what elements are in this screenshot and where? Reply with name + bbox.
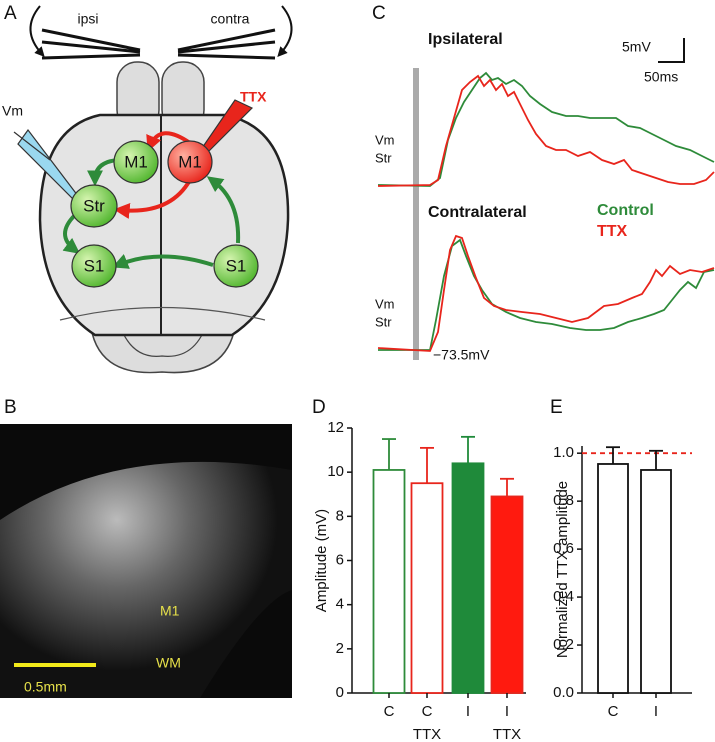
y-tick-label: 2 xyxy=(336,640,344,657)
region-label: M1 xyxy=(160,603,180,619)
bar xyxy=(372,469,406,694)
x-tick-label: C xyxy=(608,703,619,720)
region-label: Str xyxy=(83,196,105,215)
y-tick-label: 4 xyxy=(336,596,344,613)
trace-label: Str xyxy=(375,314,392,329)
x-tick-label: I xyxy=(505,703,509,720)
micrograph-background xyxy=(200,590,292,698)
bar xyxy=(597,463,629,694)
drug-label: TTX xyxy=(240,89,267,105)
y-tick-label: 0.8 xyxy=(553,492,574,509)
panel-label: D xyxy=(312,397,326,418)
recording-label: Vm xyxy=(2,103,23,119)
y-tick-label: 0 xyxy=(336,684,344,701)
region-label: WM xyxy=(156,655,181,671)
bar xyxy=(410,482,444,694)
x-tick-label: I xyxy=(466,703,470,720)
y-tick-label: 8 xyxy=(336,507,344,524)
y-tick-label: 1.0 xyxy=(553,444,574,461)
panel-label: E xyxy=(550,397,563,418)
x-tick-label: I xyxy=(654,703,658,720)
x-tick-label: C xyxy=(384,703,395,720)
electrode-label: contra xyxy=(211,11,250,27)
bar xyxy=(451,462,485,694)
scale-bar-label: 0.5mm xyxy=(24,679,67,695)
trace-label: Str xyxy=(375,150,392,165)
scale-bar-label: 50ms xyxy=(644,69,678,85)
y-tick-label: 12 xyxy=(327,419,344,436)
traces xyxy=(377,71,715,352)
x-tick-label: TTX xyxy=(413,726,441,742)
trace-title: Contralateral xyxy=(428,204,527,221)
y-tick-label: 0.4 xyxy=(553,588,574,605)
region-label: M1 xyxy=(124,152,148,171)
y-tick-label: 0.6 xyxy=(553,540,574,557)
brain-diagram xyxy=(13,5,293,374)
electrode-label: ipsi xyxy=(77,11,98,27)
x-tick-label: TTX xyxy=(493,726,521,742)
trace-label: Vm xyxy=(375,296,395,311)
panel-label: B xyxy=(4,397,17,418)
y-axis-label: Normalized TTX amplitude xyxy=(554,481,571,658)
legend-entry: TTX xyxy=(597,223,628,240)
x-tick-label: C xyxy=(422,703,433,720)
y-axis-label: Amplitude (mV) xyxy=(313,509,330,612)
region-label: S1 xyxy=(226,256,247,275)
scale-bar xyxy=(658,38,685,63)
trace-title: Ipsilateral xyxy=(428,31,503,48)
scale-bar-label: 5mV xyxy=(622,39,651,55)
y-tick-label: 10 xyxy=(327,463,344,480)
bar xyxy=(640,469,672,694)
bar-charts: 0 2 4 6 8 10 12 Amplitude (mV) C C TTX I I TTX 0.0 0.2 0… xyxy=(313,419,692,742)
panel-label: A xyxy=(4,3,17,24)
trace-label: Vm xyxy=(375,132,395,147)
micrograph-background xyxy=(0,424,292,520)
region-label: S1 xyxy=(84,256,105,275)
legend-entry: Control xyxy=(597,202,654,219)
y-tick-label: 0.0 xyxy=(553,684,574,701)
bar xyxy=(490,495,524,694)
region-label: M1 xyxy=(178,152,202,171)
stimulus-bar xyxy=(413,68,419,360)
y-tick-label: 0.2 xyxy=(553,636,574,653)
y-tick-label: 6 xyxy=(336,551,344,568)
panel-label: C xyxy=(372,3,386,24)
baseline-label: −73.5mV xyxy=(433,347,490,363)
